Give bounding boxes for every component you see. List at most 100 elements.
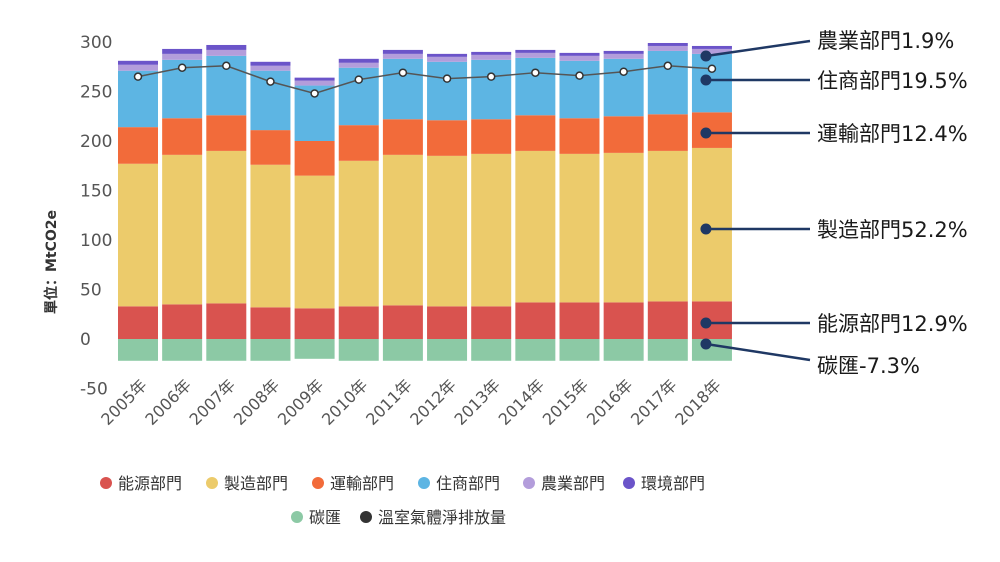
bar-segment — [294, 80, 335, 86]
y-tick-label: 100 — [80, 231, 112, 251]
x-axis: 2005年2006年2007年2008年2009年2010年2011年2012年… — [97, 375, 725, 429]
bar-segment — [338, 62, 379, 68]
x-tick-label: 2016年 — [583, 375, 637, 429]
bar-segment — [559, 339, 600, 361]
annotation-dot — [700, 338, 712, 350]
legend-label: 運輸部門 — [330, 474, 394, 493]
bar-segment — [471, 119, 512, 154]
net-emissions-point — [133, 72, 143, 81]
bar-segment — [294, 175, 335, 309]
net-emissions-point — [354, 75, 363, 84]
bar-segment — [427, 306, 468, 339]
bar-segment — [250, 339, 291, 361]
bar-segment — [250, 307, 291, 339]
annotation-dot — [700, 50, 712, 62]
bar-segment — [382, 119, 423, 155]
annotation-label: 能源部門12.9% — [817, 312, 968, 336]
bar-segment — [471, 59, 512, 120]
bar-segment — [162, 48, 203, 54]
bar-segment — [162, 304, 203, 339]
bar-segment — [427, 120, 468, 156]
net-emissions-line — [137, 65, 713, 95]
y-tick-label: 200 — [80, 132, 112, 152]
legend-label: 能源部門 — [118, 474, 182, 493]
bar-segment — [427, 155, 468, 307]
annotation-label: 運輸部門12.4% — [817, 122, 968, 146]
bar-segment — [338, 306, 379, 339]
bar-segment — [603, 58, 644, 117]
bar-segment — [338, 339, 379, 361]
bar-segment — [647, 45, 688, 51]
bar-segment — [559, 55, 600, 61]
legend-label: 住商部門 — [436, 474, 500, 493]
bar-segment — [691, 112, 732, 148]
annotations: 農業部門1.9% 住商部門19.5% 運輸部門12.4% 製造部門52.2% 能源部門1… — [700, 29, 968, 378]
x-tick-label: 2011年 — [362, 375, 416, 429]
bar-segment — [515, 302, 556, 339]
bar-segment — [515, 49, 556, 53]
bar-segment — [515, 115, 556, 151]
bar-segment — [382, 154, 423, 306]
bar-segment — [294, 339, 335, 359]
bar-segment — [427, 339, 468, 361]
legend-marker — [523, 477, 535, 489]
bar-segment — [118, 127, 158, 164]
legend-marker — [418, 477, 430, 489]
bar-segment — [603, 116, 644, 153]
bar-segment — [250, 164, 291, 308]
bar-segment — [250, 130, 291, 165]
legend-marker — [623, 477, 635, 489]
bar-segment — [515, 52, 556, 58]
bar-segment — [250, 65, 291, 71]
bar-segment — [647, 301, 688, 339]
bar-segment — [382, 305, 423, 339]
bar-segment — [162, 118, 203, 155]
x-tick-label: 2014年 — [495, 375, 549, 429]
bar-segment — [471, 306, 512, 339]
x-tick-label: 2015年 — [539, 375, 593, 429]
net-emissions-point — [531, 68, 540, 77]
bar-segment — [647, 339, 688, 361]
bar-segment — [691, 45, 732, 49]
net-emissions-point — [707, 64, 717, 73]
x-tick-label: 2013年 — [450, 375, 504, 429]
annotation-line — [705, 342, 811, 362]
net-emissions-point — [222, 61, 231, 71]
net-emissions-point — [442, 74, 452, 83]
bar-segment — [691, 339, 732, 361]
net-emissions-point — [575, 71, 584, 80]
bar-segment — [382, 53, 423, 59]
y-axis-label: 單位：MtCO2e — [43, 210, 60, 314]
net-emissions-point — [177, 63, 187, 72]
bar-segment — [206, 44, 247, 50]
bar-segment — [338, 125, 379, 161]
bars-layer — [118, 42, 732, 361]
annotation-line — [705, 39, 811, 58]
x-tick-label: 2008年 — [230, 375, 284, 429]
legend-label: 環境部門 — [641, 474, 705, 493]
bar-segment — [603, 152, 644, 303]
net-emissions-point — [619, 67, 628, 76]
x-tick-label: 2017年 — [627, 375, 681, 429]
net-emissions-point — [266, 77, 275, 86]
x-tick-label: 2018年 — [671, 375, 725, 429]
bar-segment — [691, 301, 732, 339]
y-tick-label: 0 — [80, 330, 91, 350]
legend-marker — [206, 477, 218, 489]
annotation-dot — [700, 127, 712, 139]
x-tick-label: 2012年 — [406, 375, 460, 429]
bar-segment — [294, 141, 335, 176]
y-tick-label: 250 — [80, 83, 112, 103]
bar-segment — [559, 52, 600, 56]
bar-segment — [647, 150, 688, 302]
legend-label: 農業部門 — [541, 474, 605, 493]
bar-segment — [603, 50, 644, 54]
bar-segment — [206, 115, 247, 151]
bar-segment — [250, 61, 291, 66]
bar-segment — [294, 308, 335, 339]
bar-segment — [382, 339, 423, 361]
annotation-label: 農業部門1.9% — [817, 29, 954, 53]
net-emissions-line-layer — [133, 61, 717, 98]
bar-segment — [427, 61, 468, 121]
bar-segment — [162, 154, 203, 305]
